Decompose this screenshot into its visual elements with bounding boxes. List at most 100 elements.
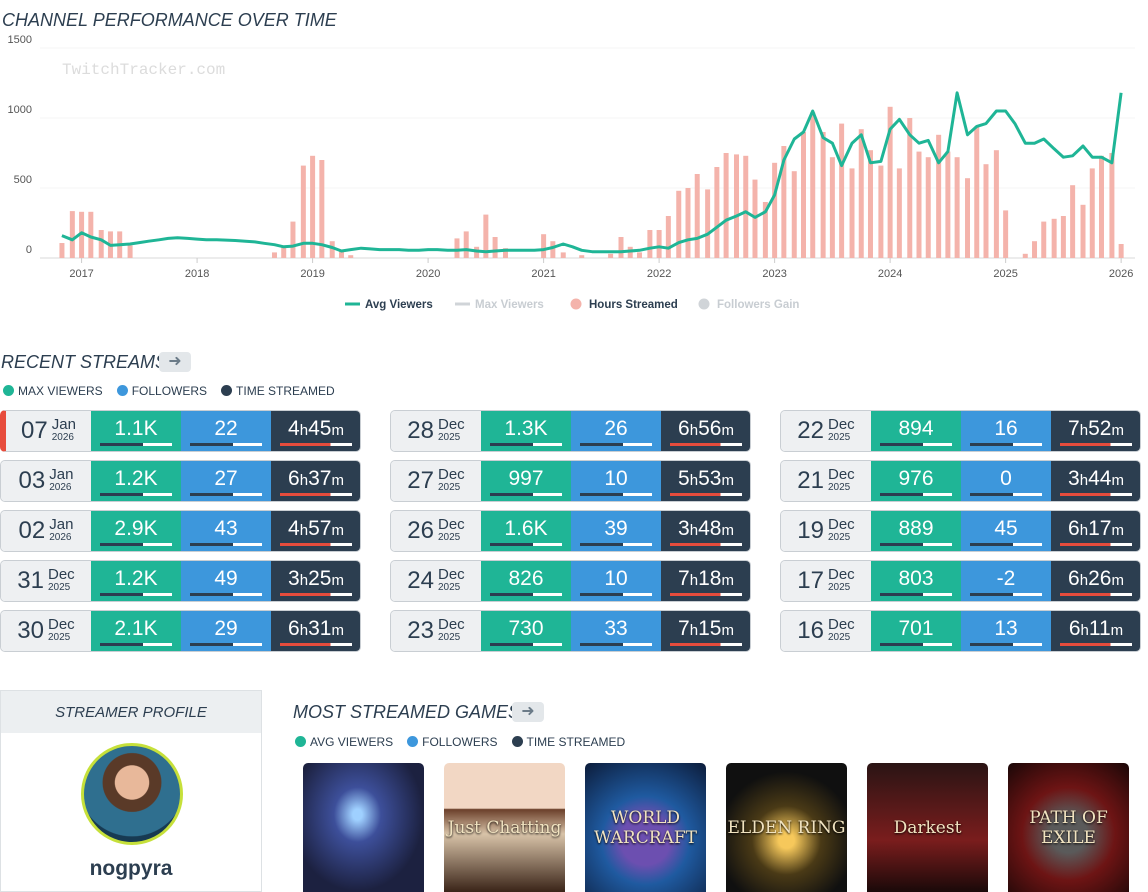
stream-time: 3h25m	[271, 561, 360, 601]
legend-dot	[3, 385, 14, 396]
game-tile[interactable]	[303, 763, 424, 892]
stream-card[interactable]: 28 Dec 2025 1.3K 26 6h56m	[390, 410, 751, 452]
stream-card[interactable]: 30 Dec 2025 2.1K 29 6h31m	[0, 610, 361, 652]
game-label: ELDEN RING	[727, 817, 846, 838]
stream-card[interactable]: 23 Dec 2025 730 33 7h15m	[390, 610, 751, 652]
y-tick-label: 0	[26, 244, 32, 256]
day: 30	[17, 617, 44, 644]
value: 1.3K	[504, 417, 548, 440]
time-part: 3	[1068, 467, 1080, 490]
stream-date: 19 Dec 2025	[781, 511, 871, 551]
avatar[interactable]	[81, 743, 183, 845]
stream-card[interactable]: 22 Dec 2025 894 16 7h52m	[780, 410, 1141, 452]
bar	[878, 165, 884, 258]
value-bar	[880, 543, 952, 546]
line	[61, 91, 1123, 254]
streamer-name[interactable]: nogpyra	[89, 857, 173, 880]
game-tile[interactable]: Just Chatting	[444, 763, 565, 892]
stream-card[interactable]: 21 Dec 2025 976 0 3h44m	[780, 460, 1141, 502]
time-part: m	[1111, 472, 1124, 489]
day: 26	[407, 517, 434, 544]
bar	[1089, 168, 1095, 258]
value: 49	[214, 567, 238, 590]
time-part: 31	[308, 617, 332, 640]
bar	[665, 216, 671, 258]
value-bar	[880, 643, 952, 646]
stream-followers: 22	[181, 411, 271, 451]
stream-card[interactable]: 24 Dec 2025 826 10 7h18m	[390, 560, 751, 602]
game-tile[interactable]: Darkest	[867, 763, 988, 892]
bar	[714, 167, 720, 258]
legend-label: FOLLOWERS	[131, 384, 208, 398]
month: Dec	[828, 416, 855, 433]
month-year: Dec 2025	[828, 616, 855, 644]
stream-card[interactable]: 02 Jan 2026 2.9K 43 4h57m	[0, 510, 361, 552]
value-bar	[1060, 643, 1132, 646]
legend-dot	[511, 736, 523, 747]
legend-item: TIME STREAMED	[511, 735, 625, 749]
x-tick-label: 2026	[1109, 268, 1133, 280]
month-year: Dec 2025	[438, 517, 465, 544]
value-bar	[190, 593, 262, 596]
stream-date: 27 Dec 2025	[391, 461, 481, 501]
stream-followers: 27	[181, 461, 271, 501]
value: 27	[214, 467, 238, 490]
game-tile[interactable]: WORLD WARCRAFT	[585, 763, 706, 892]
value-bar	[1060, 593, 1132, 596]
stream-card[interactable]: 03 Jan 2026 1.2K 27 6h37m	[0, 460, 361, 502]
game-tile[interactable]: ELDEN RING	[726, 763, 847, 892]
day: 31	[17, 567, 44, 594]
value: 43	[214, 517, 238, 540]
time-part: 6	[288, 467, 300, 490]
game-tile[interactable]: PATH OF EXILE	[1008, 763, 1129, 892]
stream-card[interactable]: 07 Jan 2026 1.1K 22 4h45m	[0, 410, 361, 452]
time-part: m	[1111, 522, 1124, 539]
time-part: 15	[698, 617, 722, 640]
bar	[281, 246, 287, 258]
bar	[492, 237, 498, 258]
stream-card[interactable]: 26 Dec 2025 1.6K 39 3h48m	[390, 510, 751, 552]
bar	[820, 132, 826, 258]
month: Dec	[828, 616, 855, 633]
value-bar	[490, 443, 562, 446]
year: 2025	[438, 532, 461, 543]
bar	[338, 249, 344, 258]
bar	[945, 151, 951, 258]
value: 6h56m	[678, 417, 734, 441]
bar	[965, 178, 971, 258]
value-bar	[100, 593, 172, 596]
value-bar	[100, 543, 172, 546]
legend-label[interactable]: Max Viewers	[475, 299, 544, 311]
games-legend: AVG VIEWERS FOLLOWERS TIME STREAMED	[295, 735, 625, 749]
y-tick-label: 1500	[8, 34, 32, 46]
stream-card[interactable]: 27 Dec 2025 997 10 5h53m	[390, 460, 751, 502]
legend-item: FOLLOWERS	[116, 384, 208, 398]
value-bar	[970, 593, 1042, 596]
time-part: 37	[308, 467, 332, 490]
bar	[810, 112, 816, 259]
bar	[541, 234, 547, 258]
section-title: MOST STREAMED GAMES	[293, 702, 521, 722]
month-year: Dec 2025	[438, 567, 465, 594]
bar	[1070, 185, 1076, 258]
more-button[interactable]: ➜	[512, 702, 544, 722]
stream-time: 7h52m	[1051, 411, 1140, 451]
legend-label[interactable]: Followers Gain	[717, 299, 799, 311]
legend-label[interactable]: Hours Streamed	[589, 299, 678, 311]
value: 10	[604, 567, 628, 590]
stream-followers: 0	[961, 461, 1051, 501]
stream-card[interactable]: 19 Dec 2025 889 45 6h17m	[780, 510, 1141, 552]
more-button[interactable]: ➜	[159, 352, 191, 372]
x-tick-label: 2019	[300, 268, 324, 280]
stream-card[interactable]: 31 Dec 2025 1.2K 49 3h25m	[0, 560, 361, 602]
time-part: h	[299, 472, 309, 489]
bar	[271, 252, 277, 258]
time-part: 25	[308, 567, 332, 590]
time-part: 7	[678, 567, 690, 590]
legend-label[interactable]: Avg Viewers	[365, 299, 433, 311]
value: 16	[994, 417, 1018, 440]
month-year: Dec 2025	[438, 617, 465, 644]
stream-card[interactable]: 17 Dec 2025 803 -2 6h26m	[780, 560, 1141, 602]
year: 2025	[438, 432, 461, 443]
stream-card[interactable]: 16 Dec 2025 701 13 6h11m	[780, 610, 1141, 652]
